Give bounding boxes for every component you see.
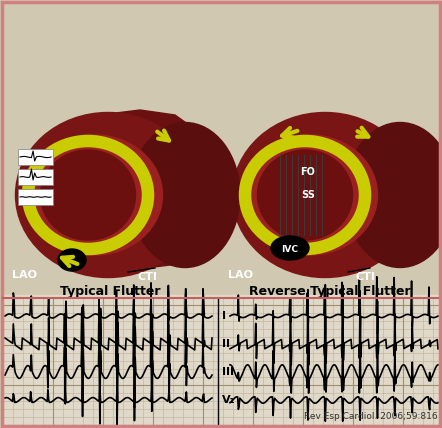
- Text: V₁: V₁: [222, 395, 236, 405]
- FancyBboxPatch shape: [18, 189, 53, 205]
- Polygon shape: [25, 110, 220, 270]
- Ellipse shape: [243, 135, 377, 255]
- Text: III: III: [222, 367, 234, 377]
- Ellipse shape: [27, 135, 163, 255]
- FancyBboxPatch shape: [18, 169, 53, 185]
- Ellipse shape: [15, 113, 201, 277]
- FancyBboxPatch shape: [18, 149, 53, 165]
- Text: SS: SS: [301, 190, 315, 200]
- Text: FO: FO: [301, 167, 316, 177]
- Ellipse shape: [258, 150, 353, 240]
- Ellipse shape: [58, 249, 86, 271]
- Text: Rev Esp Cardiol. 2006;59:816: Rev Esp Cardiol. 2006;59:816: [305, 412, 438, 421]
- Text: CTI: CTI: [138, 272, 158, 282]
- Text: LAO: LAO: [12, 270, 37, 280]
- Text: IVC: IVC: [282, 244, 298, 253]
- Ellipse shape: [345, 122, 442, 268]
- Text: Typical Flutter: Typical Flutter: [60, 285, 160, 298]
- Text: LAO: LAO: [228, 270, 253, 280]
- Ellipse shape: [232, 113, 418, 277]
- Text: II: II: [222, 339, 230, 349]
- Bar: [3, 295, 438, 425]
- Ellipse shape: [130, 122, 240, 268]
- Text: Reverse Typical Flutter: Reverse Typical Flutter: [249, 285, 411, 298]
- Ellipse shape: [271, 236, 309, 260]
- Text: CTI: CTI: [356, 272, 376, 282]
- Ellipse shape: [41, 150, 136, 240]
- Text: I: I: [222, 311, 226, 321]
